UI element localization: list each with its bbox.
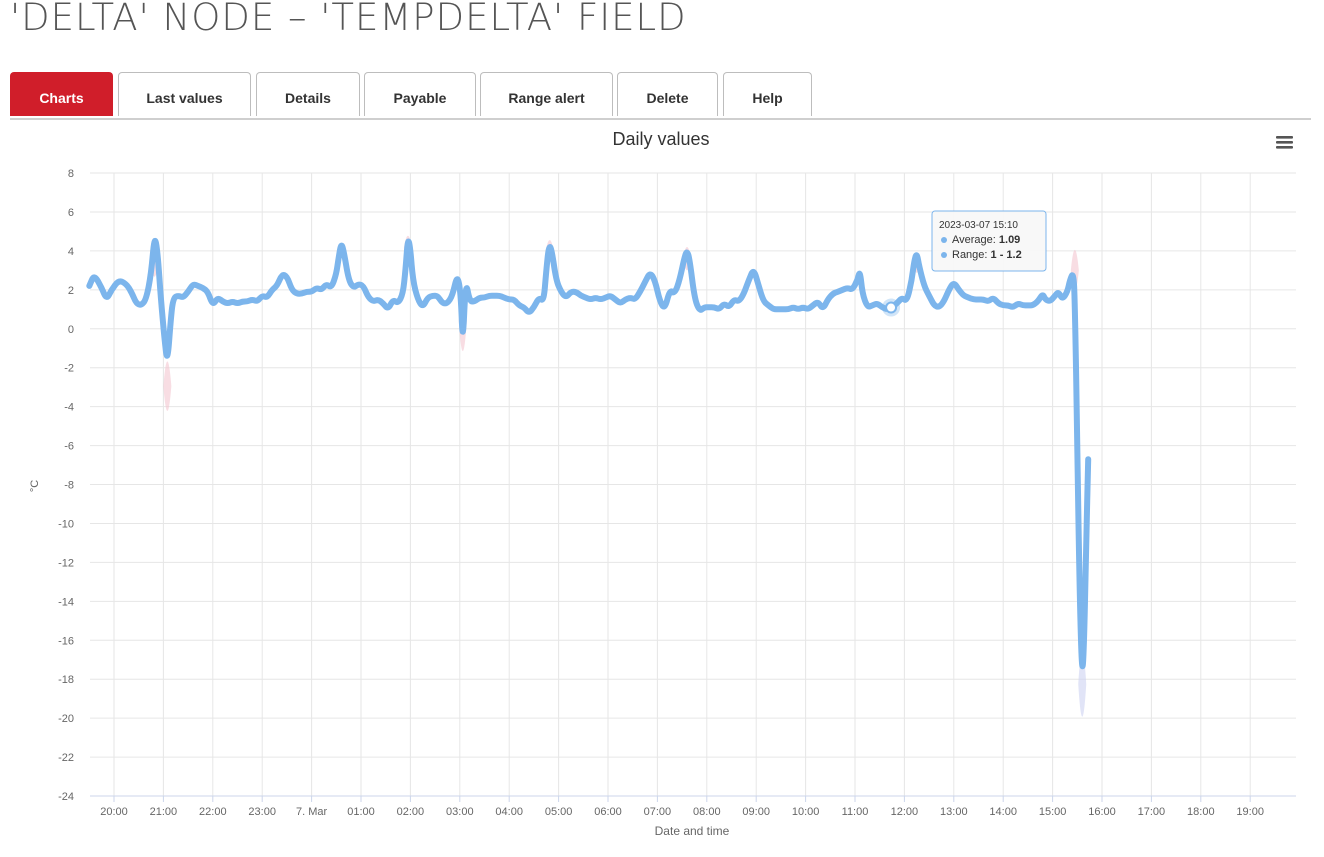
tooltip-range-value: 1 - 1.2 — [991, 249, 1022, 261]
x-tick-label: 13:00 — [940, 806, 968, 818]
y-axis-title: °C — [29, 480, 41, 492]
tab-label: Details — [285, 90, 331, 106]
tab-label: Help — [752, 90, 783, 106]
tab-label: Charts — [39, 90, 84, 106]
tooltip: 2023-03-07 15:10 Average: 1.09 Range: 1 … — [931, 210, 1047, 272]
svg-text:Range: 1 - 1.2: Range: 1 - 1.2 — [952, 249, 1022, 261]
y-tick-label: -4 — [64, 402, 74, 414]
y-tick-label: 6 — [68, 207, 74, 219]
x-tick-label: 17:00 — [1138, 806, 1166, 818]
x-tick-label: 04:00 — [495, 806, 523, 818]
x-tick-label: 08:00 — [693, 806, 721, 818]
tab-bar: Charts Last values Details Payable Range… — [10, 72, 1311, 120]
y-tick-label: -8 — [64, 480, 74, 492]
y-tick-label: -14 — [58, 596, 74, 608]
tab-payable[interactable]: Payable — [364, 72, 476, 116]
tooltip-bullet-icon — [941, 252, 947, 258]
y-tick-label: -16 — [58, 635, 74, 647]
x-tick-label: 11:00 — [842, 806, 869, 818]
x-tick-label: 10:00 — [792, 806, 820, 818]
x-tick-label: 18:00 — [1187, 806, 1215, 818]
daily-values-chart[interactable]: Daily values 8 6 4 2 0 -2 -4 -6 -8 -10 -12 -14 -16 -1… — [0, 120, 1324, 852]
x-tick-label: 06:00 — [594, 806, 622, 818]
x-tick-label: 22:00 — [199, 806, 227, 818]
y-axis-ticks: 8 6 4 2 0 -2 -4 -6 -8 -10 -12 -14 -16 -18 -20 -22 -24 — [58, 168, 74, 803]
tab-charts[interactable]: Charts — [10, 72, 113, 116]
y-tick-label: 8 — [68, 168, 74, 180]
x-tick-label: 05:00 — [545, 806, 573, 818]
x-tick-label: 09:00 — [742, 806, 770, 818]
page-title: 'DELTA' NODE – 'TEMPDELTA' FIELD — [10, 0, 687, 39]
x-tick-label: 20:00 — [100, 806, 128, 818]
tab-label: Delete — [646, 90, 689, 106]
tab-help[interactable]: Help — [723, 72, 812, 116]
y-tick-label: -18 — [58, 674, 74, 686]
x-tick-label: 01:00 — [347, 806, 375, 818]
tooltip-bullet-icon — [941, 237, 947, 243]
tab-last-values[interactable]: Last values — [118, 72, 251, 116]
range-band — [150, 235, 1087, 717]
x-axis-ticks: 20:00 21:00 22:00 23:00 7. Mar 01:00 02:00 03:0… — [100, 806, 1264, 818]
tab-label: Range alert — [508, 90, 585, 106]
y-tick-label: -2 — [64, 363, 74, 375]
grid — [90, 172, 1296, 802]
y-tick-label: 2 — [68, 285, 74, 297]
series-line[interactable] — [86, 237, 1092, 670]
y-tick-label: -10 — [58, 518, 74, 530]
tooltip-average-value: 1.09 — [999, 234, 1020, 246]
x-tick-label: 03:00 — [446, 806, 474, 818]
x-tick-label: 02:00 — [397, 806, 425, 818]
tab-label: Payable — [393, 90, 447, 106]
y-tick-label: -12 — [58, 557, 74, 569]
x-tick-label: 19:00 — [1236, 806, 1264, 818]
x-tick-label: 7. Mar — [296, 806, 328, 818]
series-layer — [86, 237, 1092, 670]
tooltip-range-label: Range: — [952, 249, 991, 261]
y-tick-label: 0 — [68, 324, 74, 336]
x-tick-label: 14:00 — [989, 806, 1017, 818]
y-tick-label: 4 — [68, 246, 74, 258]
x-tick-label: 15:00 — [1039, 806, 1067, 818]
tooltip-title: 2023-03-07 15:10 — [939, 220, 1018, 231]
hover-point[interactable] — [885, 301, 898, 314]
y-tick-label: -22 — [58, 752, 74, 764]
y-tick-label: -6 — [64, 441, 74, 453]
tab-details[interactable]: Details — [256, 72, 360, 116]
x-tick-label: 23:00 — [248, 806, 276, 818]
x-tick-label: 12:00 — [891, 806, 919, 818]
range-spike — [163, 361, 172, 412]
x-tick-label: 07:00 — [644, 806, 672, 818]
tooltip-average-label: Average: — [952, 234, 999, 246]
x-axis-title: Date and time — [655, 824, 730, 838]
hamburger-menu-icon[interactable] — [1268, 127, 1300, 157]
chart-container: Daily values 8 6 4 2 0 -2 -4 -6 -8 -10 -12 -14 -16 -1… — [0, 120, 1324, 852]
x-tick-label: 21:00 — [150, 806, 178, 818]
y-tick-label: -24 — [58, 791, 74, 803]
tab-range-alert[interactable]: Range alert — [480, 72, 613, 116]
tab-label: Last values — [146, 90, 223, 106]
chart-title: Daily values — [612, 129, 709, 149]
tab-delete[interactable]: Delete — [617, 72, 718, 116]
svg-text:Average: 1.09: Average: 1.09 — [952, 234, 1020, 246]
y-tick-label: -20 — [58, 713, 74, 725]
x-tick-label: 16:00 — [1088, 806, 1116, 818]
